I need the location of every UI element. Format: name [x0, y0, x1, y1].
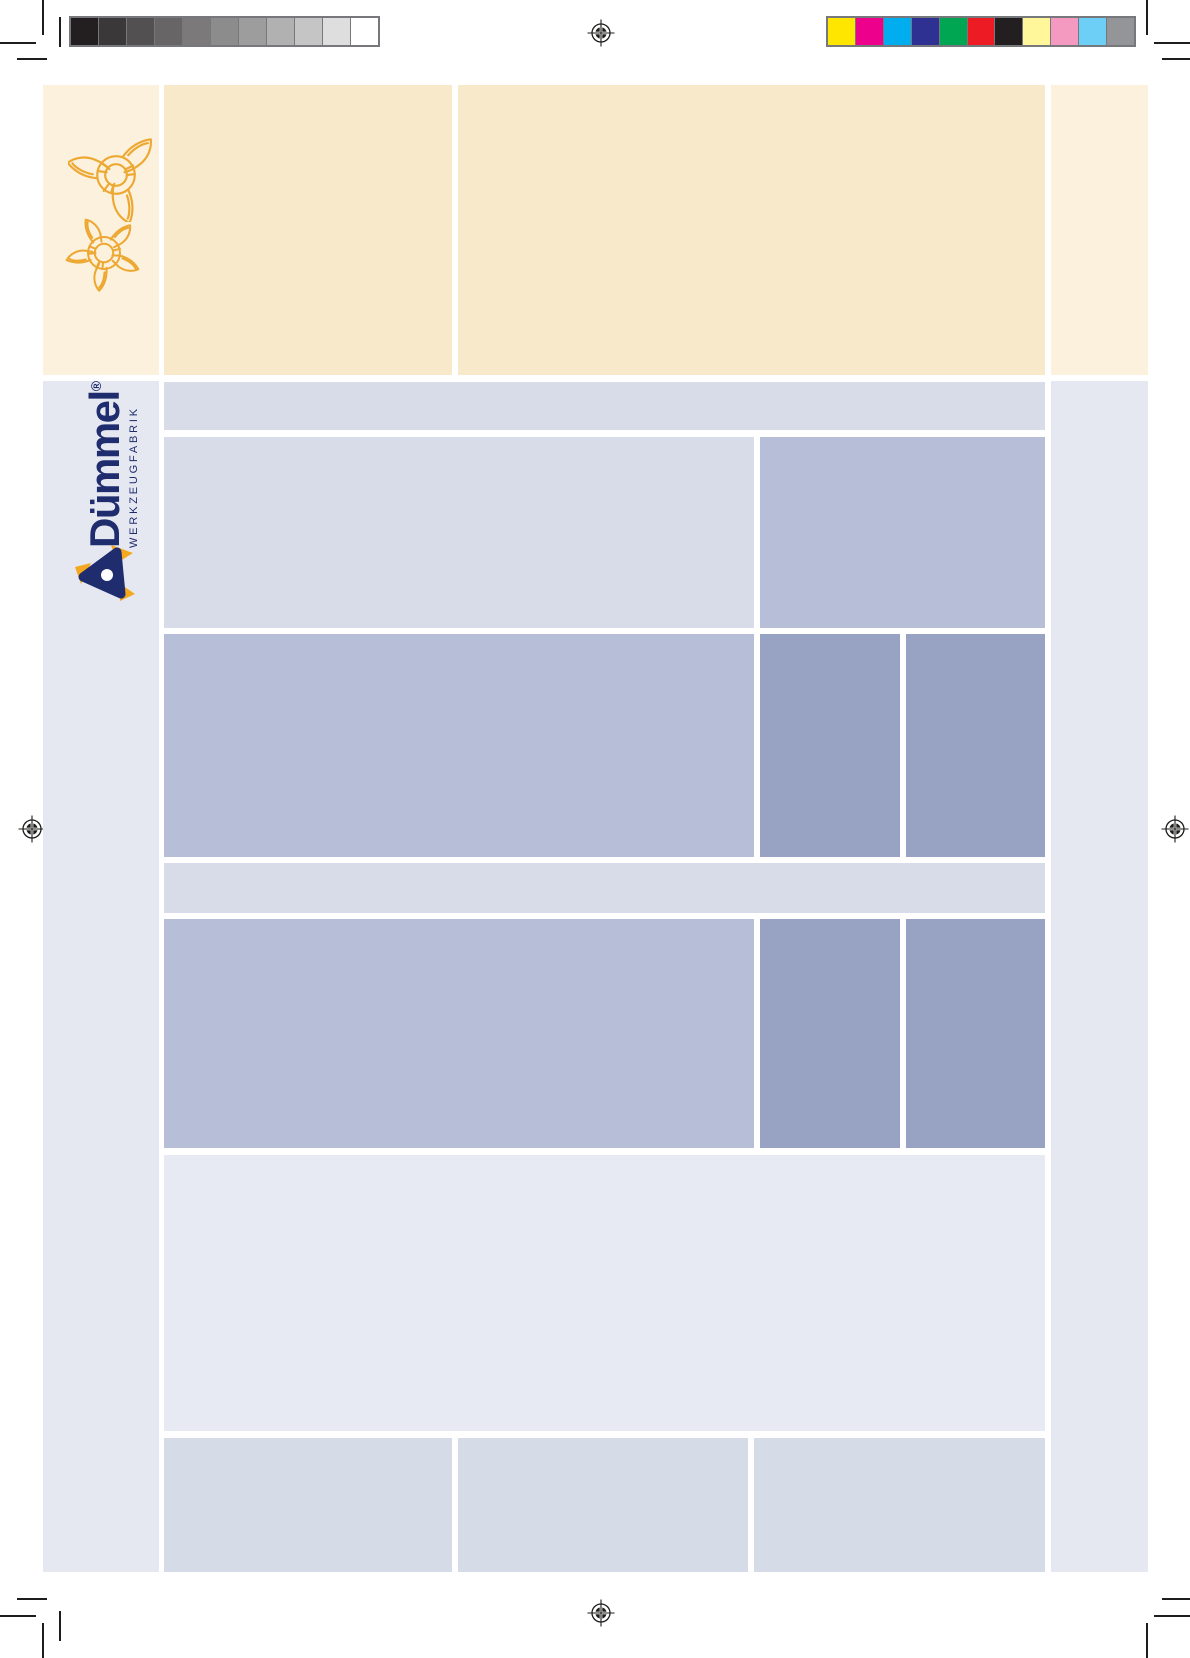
content-row2-right-placeholder [760, 437, 1045, 628]
crop-mark-bottom-right-vertical [1146, 1623, 1148, 1658]
milling-cutter-5-flute-icon [65, 218, 140, 292]
content-row3-column1-placeholder [760, 634, 900, 857]
calibration-swatch [828, 18, 856, 45]
bleed-mark-top-left-horizontal [17, 58, 47, 60]
content-row5-column2-placeholder [906, 919, 1045, 1148]
brand-name: Dümmel [81, 391, 128, 548]
registration-mark-bottom [587, 1599, 615, 1627]
crop-mark-top-right-horizontal [1154, 42, 1190, 44]
logo-bore-hole [101, 569, 113, 581]
bleed-mark-top-right-horizontal [1162, 58, 1190, 60]
calibration-swatch [295, 18, 323, 45]
brand-logo-insert-icon [75, 545, 135, 601]
content-row2-left-placeholder [164, 437, 754, 628]
content-row3-left-placeholder [164, 634, 754, 857]
calibration-swatch [211, 18, 239, 45]
calibration-swatch [351, 18, 378, 45]
header-block-2-placeholder [458, 85, 1045, 375]
header-block-1-placeholder [164, 85, 452, 375]
calibration-swatch [183, 18, 211, 45]
sidebar-right-column [1051, 381, 1148, 1572]
calibration-swatch [71, 18, 99, 45]
footer-block-3-placeholder [754, 1438, 1045, 1572]
bleed-mark-bottom-right-horizontal [1162, 1598, 1190, 1600]
calibration-swatch [1079, 18, 1108, 45]
crop-mark-top-left-horizontal [0, 42, 36, 44]
content-row5-column1-placeholder [760, 919, 900, 1148]
calibration-swatch [1023, 18, 1052, 45]
crop-mark-top-right-vertical [1146, 0, 1148, 35]
content-row5-left-placeholder [164, 919, 754, 1148]
content-row1-strip-placeholder [164, 382, 1045, 430]
grayscale-calibration-bar [69, 16, 380, 47]
calibration-swatch [1107, 18, 1134, 45]
footer-block-2-placeholder [458, 1438, 748, 1572]
calibration-swatch [155, 18, 183, 45]
calibration-swatch [1051, 18, 1080, 45]
calibration-swatch [99, 18, 127, 45]
header-right-column-placeholder [1051, 85, 1148, 375]
registration-mark-top [587, 19, 615, 47]
calibration-swatch [995, 18, 1024, 45]
calibration-swatch [127, 18, 155, 45]
calibration-swatch [883, 18, 912, 45]
brand-subtitle: WERKZEUGFABRIK [128, 406, 140, 548]
header-left-column-placeholder [43, 85, 159, 375]
content-row4-strip-placeholder [164, 863, 1045, 913]
calibration-swatch [267, 18, 295, 45]
calibration-swatch [911, 18, 940, 45]
brand-logo: Dümmel® WERKZEUGFABRIK [76, 381, 140, 548]
bleed-mark-bottom-left-horizontal [17, 1598, 47, 1600]
crop-mark-bottom-left-vertical [42, 1623, 44, 1658]
calibration-swatch [855, 18, 884, 45]
crop-mark-bottom-left-horizontal [0, 1615, 36, 1617]
bleed-mark-bottom-left-vertical [59, 1611, 61, 1641]
crop-mark-bottom-right-horizontal [1154, 1615, 1190, 1617]
crop-mark-top-left-vertical [42, 0, 44, 35]
calibration-swatch [939, 18, 968, 45]
content-row3-column2-placeholder [906, 634, 1045, 857]
color-calibration-bar [826, 16, 1136, 47]
calibration-swatch [967, 18, 996, 45]
footer-block-1-placeholder [164, 1438, 452, 1572]
calibration-swatch [323, 18, 351, 45]
content-row6-large-placeholder [164, 1155, 1045, 1431]
registration-mark-left [18, 815, 46, 843]
registered-trademark-symbol: ® [88, 380, 104, 392]
bleed-mark-top-left-vertical [59, 17, 61, 47]
calibration-swatch [239, 18, 267, 45]
milling-cutter-3-flute-icon [68, 138, 152, 222]
brand-wordmark: Dümmel® [76, 381, 128, 548]
registration-mark-right [1161, 815, 1189, 843]
